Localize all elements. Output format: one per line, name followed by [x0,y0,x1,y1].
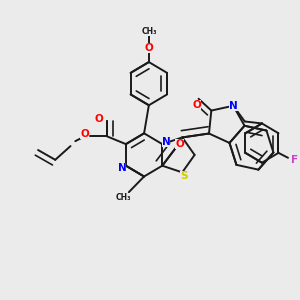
Text: CH₃: CH₃ [142,27,158,36]
Text: O: O [175,139,184,149]
Text: N: N [118,163,126,173]
Text: O: O [80,129,89,139]
Text: O: O [95,114,103,124]
Text: F: F [291,155,298,165]
Text: N: N [162,137,170,147]
Text: O: O [192,100,201,110]
Text: O: O [145,43,153,53]
Text: CH₃: CH₃ [115,193,131,202]
Text: S: S [180,171,188,181]
Text: N: N [229,101,238,111]
